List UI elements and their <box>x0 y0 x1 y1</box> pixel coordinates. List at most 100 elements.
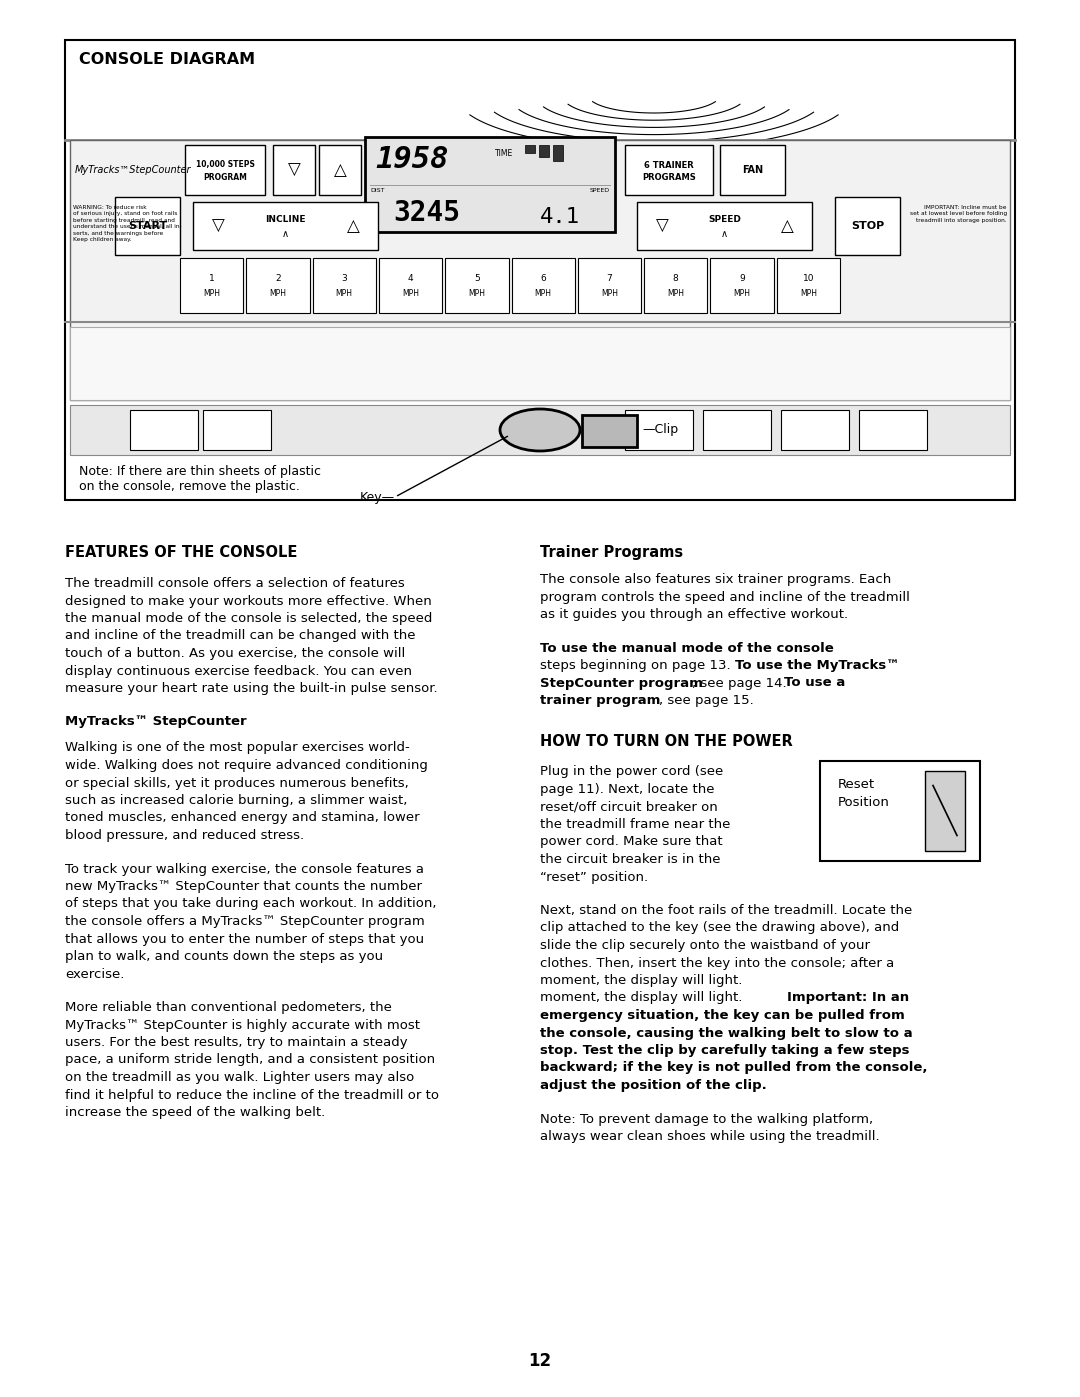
Text: To track your walking exercise, the console features a: To track your walking exercise, the cons… <box>65 862 424 876</box>
Text: clip attached to the key (see the drawing above), and: clip attached to the key (see the drawin… <box>540 922 900 935</box>
Text: ∧: ∧ <box>721 229 728 239</box>
Text: the console offers a MyTracks™ StepCounter program: the console offers a MyTracks™ StepCount… <box>65 915 424 928</box>
Bar <box>185 145 265 196</box>
Text: plan to walk, and counts down the steps as you: plan to walk, and counts down the steps … <box>65 950 383 963</box>
Bar <box>379 258 442 313</box>
Text: trainer program: trainer program <box>540 694 660 707</box>
Bar <box>70 140 1010 400</box>
Text: slide the clip securely onto the waistband of your: slide the clip securely onto the waistba… <box>540 939 870 951</box>
Bar <box>781 409 849 450</box>
Text: IMPORTANT: Incline must be
set at lowest level before folding
treadmill into sto: IMPORTANT: Incline must be set at lowest… <box>909 205 1007 222</box>
Text: StepCounter program: StepCounter program <box>540 676 703 690</box>
Bar <box>180 258 243 313</box>
Text: TIME: TIME <box>495 149 513 158</box>
Text: increase the speed of the walking belt.: increase the speed of the walking belt. <box>65 1106 325 1119</box>
Bar <box>644 258 707 313</box>
Text: 3: 3 <box>341 274 347 284</box>
Text: SPEED: SPEED <box>708 215 741 225</box>
Text: ▽: ▽ <box>212 217 225 235</box>
Text: always wear clean shoes while using the treadmill.: always wear clean shoes while using the … <box>540 1130 879 1143</box>
Bar <box>924 771 966 851</box>
Text: Key—: Key— <box>360 490 395 503</box>
Bar <box>720 145 785 196</box>
Bar <box>319 145 361 196</box>
Bar <box>539 145 549 156</box>
Text: 6: 6 <box>540 274 546 284</box>
Text: such as increased calorie burning, a slimmer waist,: such as increased calorie burning, a sli… <box>65 793 407 807</box>
Bar <box>193 203 378 250</box>
Text: 7: 7 <box>607 274 612 284</box>
Text: MPH: MPH <box>733 289 751 298</box>
Text: MPH: MPH <box>269 289 286 298</box>
Bar <box>525 145 535 154</box>
Text: moment, the display will light.: moment, the display will light. <box>540 992 746 1004</box>
Text: 4: 4 <box>408 274 414 284</box>
Text: Next, stand on the foot rails of the treadmill. Locate the: Next, stand on the foot rails of the tre… <box>540 904 913 916</box>
Text: the circuit breaker is in the: the circuit breaker is in the <box>540 854 720 866</box>
Text: emergency situation, the key can be pulled from: emergency situation, the key can be pull… <box>540 1009 905 1023</box>
Text: “reset” position.: “reset” position. <box>540 870 648 883</box>
Bar <box>553 145 563 161</box>
Text: users. For the best results, try to maintain a steady: users. For the best results, try to main… <box>65 1037 407 1049</box>
Text: PROGRAMS: PROGRAMS <box>643 172 696 182</box>
Text: measure your heart rate using the built-in pulse sensor.: measure your heart rate using the built-… <box>65 682 437 694</box>
Text: SPEED: SPEED <box>590 187 610 193</box>
Text: More reliable than conventional pedometers, the: More reliable than conventional pedomete… <box>65 1002 392 1014</box>
Text: adjust the position of the clip.: adjust the position of the clip. <box>540 1078 767 1092</box>
Bar <box>582 415 637 447</box>
Text: 9: 9 <box>739 274 745 284</box>
Bar <box>625 409 693 450</box>
Bar <box>273 145 315 196</box>
Text: MPH: MPH <box>336 289 353 298</box>
Bar <box>777 258 840 313</box>
Text: pace, a uniform stride length, and a consistent position: pace, a uniform stride length, and a con… <box>65 1053 435 1066</box>
Bar <box>130 409 198 450</box>
Bar <box>820 760 980 861</box>
Bar <box>312 258 376 313</box>
Text: steps beginning on page 13.: steps beginning on page 13. <box>540 659 734 672</box>
Text: MyTracks™ StepCounter: MyTracks™ StepCounter <box>65 715 246 728</box>
Text: on the treadmill as you walk. Lighter users may also: on the treadmill as you walk. Lighter us… <box>65 1071 415 1084</box>
Text: To use the manual mode of the console: To use the manual mode of the console <box>540 641 834 655</box>
Text: backward; if the key is not pulled from the console,: backward; if the key is not pulled from … <box>540 1062 928 1074</box>
Bar <box>578 258 642 313</box>
Text: To use a: To use a <box>784 676 846 690</box>
Text: the console, causing the walking belt to slow to a: the console, causing the walking belt to… <box>540 1027 913 1039</box>
Text: PROGRAM: PROGRAM <box>203 172 247 182</box>
Text: The treadmill console offers a selection of features: The treadmill console offers a selection… <box>65 577 405 590</box>
Text: stop. Test the clip by carefully taking a few steps: stop. Test the clip by carefully taking … <box>540 1044 909 1058</box>
Text: 10: 10 <box>802 274 814 284</box>
Text: program controls the speed and incline of the treadmill: program controls the speed and incline o… <box>540 591 909 604</box>
Text: blood pressure, and reduced stress.: blood pressure, and reduced stress. <box>65 828 305 842</box>
Text: clothes. Then, insert the key into the console; after a: clothes. Then, insert the key into the c… <box>540 957 894 970</box>
Text: 2: 2 <box>275 274 281 284</box>
Bar <box>65 41 1015 500</box>
Bar <box>711 258 773 313</box>
Text: HOW TO TURN ON THE POWER: HOW TO TURN ON THE POWER <box>540 733 793 749</box>
Text: wide. Walking does not require advanced conditioning: wide. Walking does not require advanced … <box>65 759 428 773</box>
Text: START: START <box>127 221 167 231</box>
Text: MPH: MPH <box>469 289 485 298</box>
Text: that allows you to enter the number of steps that you: that allows you to enter the number of s… <box>65 933 424 946</box>
Text: MyTracks™ StepCounter is highly accurate with most: MyTracks™ StepCounter is highly accurate… <box>65 1018 420 1031</box>
Bar <box>512 258 575 313</box>
Bar <box>70 327 1010 400</box>
Text: DIST: DIST <box>370 187 384 193</box>
Bar <box>445 258 509 313</box>
Bar <box>625 145 713 196</box>
Text: 4.1: 4.1 <box>540 207 580 226</box>
Text: 12: 12 <box>528 1352 552 1370</box>
Text: Note: To prevent damage to the walking platform,: Note: To prevent damage to the walking p… <box>540 1112 873 1126</box>
Text: , see page 15.: , see page 15. <box>659 694 754 707</box>
Text: find it helpful to reduce the incline of the treadmill or to: find it helpful to reduce the incline of… <box>65 1088 438 1101</box>
Text: MPH: MPH <box>800 289 816 298</box>
Text: FEATURES OF THE CONSOLE: FEATURES OF THE CONSOLE <box>65 545 297 560</box>
Text: as it guides you through an effective workout.: as it guides you through an effective wo… <box>540 608 848 622</box>
Text: Plug in the power cord (see: Plug in the power cord (see <box>540 766 724 778</box>
Text: of steps that you take during each workout. In addition,: of steps that you take during each worko… <box>65 897 436 911</box>
Text: △: △ <box>347 217 360 235</box>
Bar <box>203 409 271 450</box>
Text: △: △ <box>781 217 794 235</box>
Text: ▽: ▽ <box>287 161 300 179</box>
Text: or special skills, yet it produces numerous benefits,: or special skills, yet it produces numer… <box>65 777 408 789</box>
